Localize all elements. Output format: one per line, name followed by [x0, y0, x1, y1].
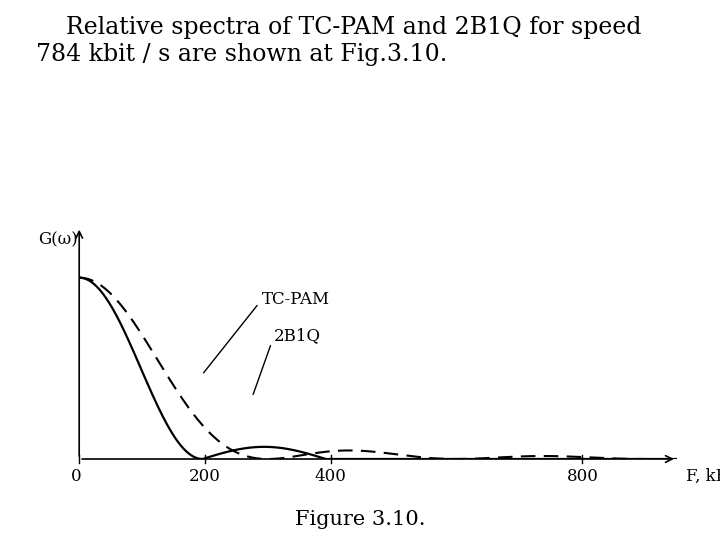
Text: G(ω): G(ω): [38, 232, 78, 248]
Text: 0: 0: [71, 468, 81, 485]
Text: F, kHz: F, kHz: [686, 468, 720, 485]
Text: TC-PAM: TC-PAM: [204, 291, 330, 373]
Text: Figure 3.10.: Figure 3.10.: [294, 510, 426, 529]
Text: Relative spectra of TC-PAM and 2B1Q for speed
784 kbit / s are shown at Fig.3.10: Relative spectra of TC-PAM and 2B1Q for …: [36, 16, 642, 66]
Text: 400: 400: [315, 468, 347, 485]
Text: 200: 200: [189, 468, 221, 485]
Text: 2B1Q: 2B1Q: [253, 327, 321, 394]
Text: 800: 800: [567, 468, 598, 485]
